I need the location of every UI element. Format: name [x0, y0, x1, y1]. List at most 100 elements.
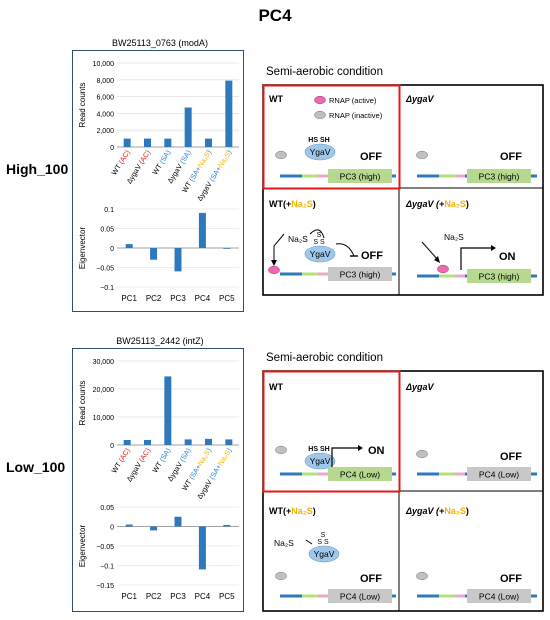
rnap-inactive-icon [314, 110, 326, 120]
y-tick-label: 0 [110, 246, 114, 253]
gene-box [328, 589, 392, 603]
bar [225, 439, 233, 445]
y-tick-label: −0.05 [96, 266, 114, 273]
state-label: OFF [500, 451, 522, 463]
gene-box-label: PC4 (Low) [340, 470, 380, 480]
rnap-inactive-icon [416, 449, 428, 459]
operator-region [439, 472, 455, 476]
rnap-inactive-icon [416, 571, 428, 581]
bar [174, 516, 182, 527]
operator-region [439, 594, 455, 598]
bar [205, 138, 212, 147]
operator-region [439, 174, 455, 178]
x-category-label: PC4 [195, 294, 211, 303]
y-tick-label: 0 [110, 525, 114, 532]
state-label: ON [368, 445, 385, 457]
reaction-arrow [309, 229, 325, 239]
bar [144, 439, 151, 445]
ygav-protein-icon [304, 245, 336, 263]
x-category-label: PC2 [146, 294, 162, 303]
bar [223, 524, 231, 527]
promoter-region [455, 472, 465, 476]
bar [205, 438, 212, 445]
bar [125, 244, 133, 248]
y-tick-label: −0.1 [100, 285, 114, 292]
diagram-grid-top: WT RNAP (active) RNAP (inactive) YgaV HS SH O… [262, 84, 544, 296]
bar [225, 80, 233, 147]
transcription-arrow [460, 247, 491, 270]
y-tick-label: −0.1 [100, 564, 114, 571]
operator-region [439, 274, 455, 278]
ygav-label: YgaV [310, 147, 331, 157]
reagent-label: Na₂S [274, 538, 294, 548]
state-label: OFF [500, 151, 522, 163]
gene-box-label: PC3 (high) [340, 270, 381, 280]
bar [123, 439, 131, 445]
reagent-label: Na₂S [288, 234, 308, 244]
promoter-region [318, 472, 328, 476]
x-category-label: PC3 [170, 294, 186, 303]
promoter-region [455, 274, 465, 278]
promoter-region [455, 594, 465, 598]
cell-label: ΔygaV [405, 94, 435, 104]
condition-label-bottom: Semi-aerobic condition [266, 352, 383, 364]
cell-wt: WT YgaV HS SH ON PC4 (Low) [269, 382, 396, 481]
chart-panel-bottom: 30,000 20,000 10,000 0 Read counts WT (AC) Δyg… [72, 348, 244, 612]
promoter-region [455, 174, 465, 178]
operator-region [302, 472, 318, 476]
rnap-inactive-icon [275, 445, 287, 455]
operator-region [302, 272, 318, 276]
y-axis-label: Eigenvector [78, 525, 87, 568]
bar [198, 526, 206, 570]
y-tick-label: 8,000 [96, 78, 114, 85]
arrow-head [271, 260, 277, 266]
ygav-label: YgaV [310, 249, 331, 259]
bar [184, 107, 192, 147]
rnap-active-icon [268, 265, 280, 275]
cell-dygav-na2s: ΔygaV (+Na₂S) OFF PC4 (Low) [405, 506, 537, 603]
x-category-label: PC2 [146, 592, 162, 601]
y-tick-label: 2,000 [96, 128, 114, 135]
bar [123, 138, 131, 147]
y-tick-label: 0 [110, 145, 114, 152]
transcription-arrow [331, 447, 358, 470]
y-tick-label: −0.15 [96, 583, 114, 590]
cell-wt: WT RNAP (active) RNAP (inactive) YgaV HS SH O… [269, 94, 396, 183]
y-tick-label: 0.05 [100, 505, 114, 512]
page-title: PC4 [258, 6, 292, 25]
ygav-label: YgaV [310, 456, 331, 466]
y-tick-label: 30,000 [93, 359, 115, 366]
rnap-inactive-icon [275, 150, 287, 160]
cell-dygav: ΔygaV OFF PC3 (high) [405, 94, 537, 183]
chart-panel-top: 10,000 8,000 6,000 4,000 2,000 0 Read counts WT… [72, 50, 244, 312]
row-label-high: High_100 [6, 161, 69, 177]
gene-box-label: PC4 (Low) [479, 592, 519, 602]
ygav-protein-icon [308, 545, 340, 563]
eigenvector-chart-bottom: 0.05 0 −0.05 −0.1 −0.15 Eigenvector PC1 PC2 PC3 P… [78, 505, 239, 601]
cell-label: ΔygaV [405, 382, 435, 392]
bar [198, 212, 206, 248]
reagent-arrow [273, 233, 285, 264]
y-axis-label: Eigenvector [78, 227, 87, 270]
gene-box [328, 267, 392, 281]
y-tick-label: 6,000 [96, 95, 114, 102]
row-label-low: Low_100 [6, 459, 66, 475]
promoter-region [318, 594, 328, 598]
y-tick-label: 4,000 [96, 111, 114, 118]
arrow-head [358, 445, 363, 451]
gene-box [328, 467, 392, 481]
gene-box [467, 467, 531, 481]
bar [223, 248, 231, 249]
bar [184, 439, 192, 445]
state-label: OFF [361, 250, 383, 262]
bar [150, 526, 158, 531]
bar [174, 248, 182, 272]
ygav-protein-icon [304, 452, 336, 470]
gene-name-top: BW25113_0763 (modA) [112, 38, 208, 48]
cell-wt-na2s: WT(+Na₂S) Na₂S YgaV S SS OFF PC4 (Low) [269, 506, 396, 603]
disulfide-label: S S [317, 539, 329, 546]
y-axis-label: Read counts [78, 83, 87, 128]
reaction-arrow [305, 539, 313, 545]
